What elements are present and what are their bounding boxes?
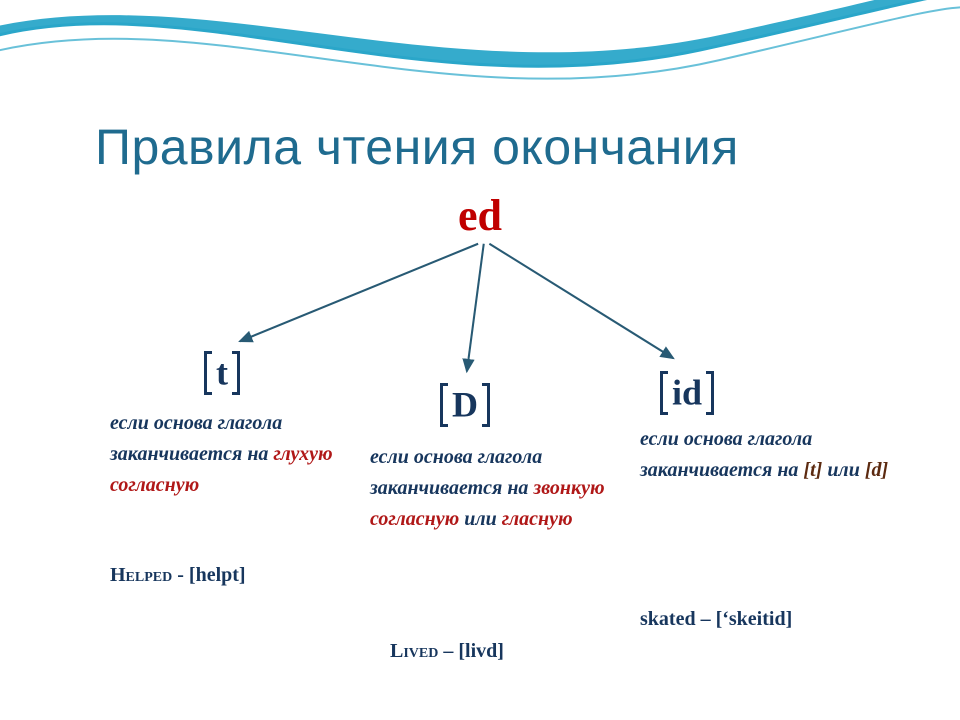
phoneme-d: D <box>440 380 490 427</box>
phoneme-id: id <box>660 368 714 415</box>
desc-t: если основа глагола заканчивается на глу… <box>110 408 370 501</box>
phoneme-t: t <box>204 348 240 395</box>
desc-d: если основа глагола заканчивается на зво… <box>370 442 630 535</box>
root-ending: ed <box>458 190 502 241</box>
example-d: Lived – [livd] <box>390 640 504 663</box>
desc-id: если основа глагола заканчивается на [t]… <box>640 424 900 486</box>
page-title: Правила чтения окончания <box>95 118 739 176</box>
example-id: skated – [‘skeitid] <box>640 608 792 631</box>
example-t: Helped - [helpt] <box>110 564 246 587</box>
branch-arrows <box>0 240 960 390</box>
